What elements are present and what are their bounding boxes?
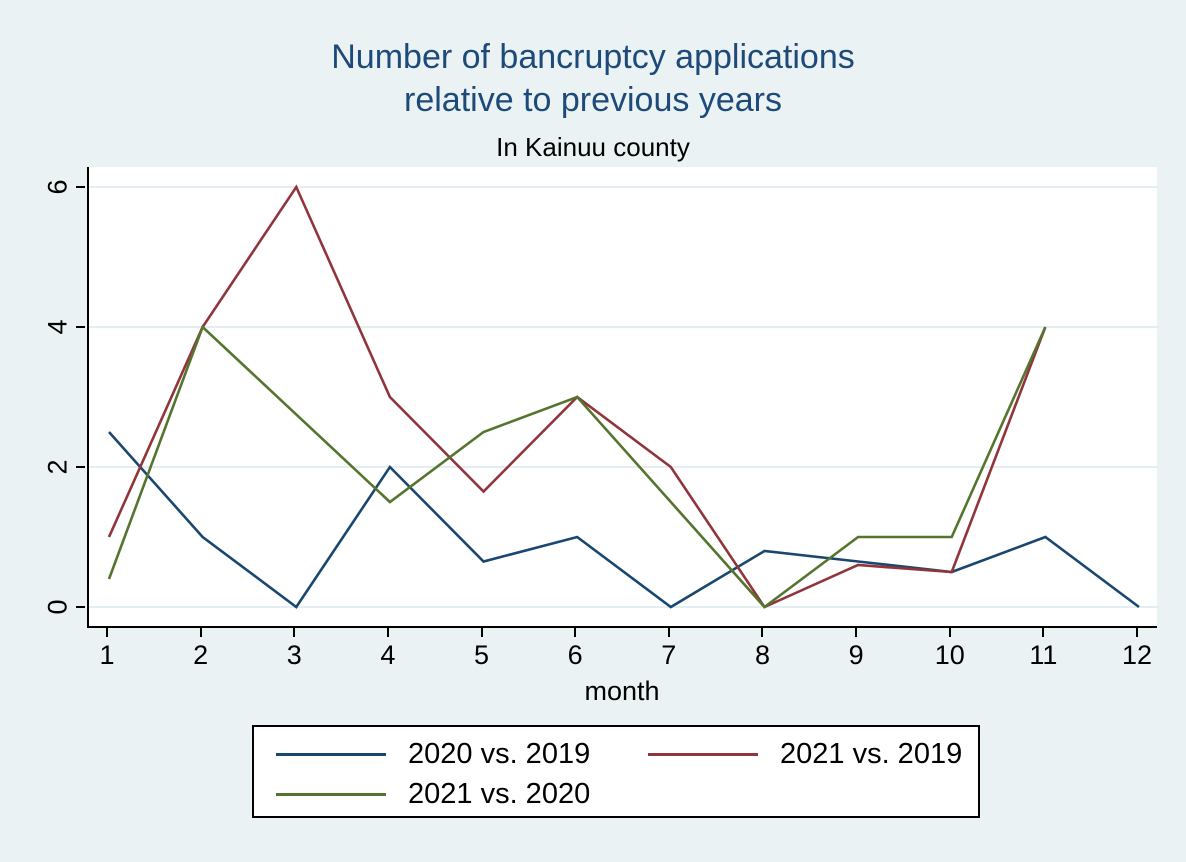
legend-label: 2021 vs. 2020 [408, 777, 591, 810]
legend-label: 2021 vs. 2019 [780, 737, 963, 770]
x-axis-tick [386, 628, 389, 637]
legend-line-swatch-maroon [648, 752, 758, 756]
y-axis-tick [76, 606, 85, 608]
x-axis-tick [761, 628, 764, 637]
x-axis-tick [667, 628, 670, 637]
chart-subtitle: In Kainuu county [496, 132, 690, 162]
y-axis-tick [76, 466, 85, 468]
x-axis-title: month [584, 676, 660, 706]
plot-area [87, 167, 1159, 628]
legend: 2020 vs. 2019 2021 vs. 2019 2021 vs. 202… [252, 725, 980, 818]
x-axis-tick [293, 628, 296, 637]
x-tick-label: 1 [99, 640, 115, 670]
legend-item-2021-vs-2019: 2021 vs. 2019 [648, 738, 962, 771]
x-axis-tick [480, 628, 483, 637]
series-line-2020-vs-2019 [108, 431, 1140, 609]
y-axis-tick [76, 326, 85, 328]
legend-row: 2020 vs. 2019 2021 vs. 2019 [276, 734, 978, 774]
x-tick-label: 9 [848, 640, 864, 670]
chart-title-line2: relative to previous years [404, 81, 782, 119]
x-tick-label: 12 [1121, 640, 1153, 670]
x-tick-label: 5 [474, 640, 490, 670]
legend-line-swatch-navy [276, 752, 386, 756]
y-tick-label: 4 [42, 319, 73, 335]
x-axis-tick [199, 628, 202, 637]
x-axis-tick [948, 628, 951, 637]
x-tick-label: 4 [380, 640, 396, 670]
chart-title-line1: Number of bancruptcy applications [331, 38, 855, 76]
x-axis-tick [855, 628, 858, 637]
x-axis-tick [574, 628, 577, 637]
x-tick-label: 2 [193, 640, 209, 670]
x-axis-tick [1136, 628, 1138, 637]
y-tick-label: 2 [42, 459, 73, 475]
x-tick-label: 6 [567, 640, 583, 670]
x-axis-tick [1042, 628, 1045, 637]
x-tick-label: 7 [661, 640, 677, 670]
x-tick-label: 3 [286, 640, 302, 670]
legend-item-2021-vs-2020: 2021 vs. 2020 [276, 778, 648, 811]
chart-canvas [89, 184, 1159, 609]
legend-row: 2021 vs. 2020 [276, 774, 978, 814]
legend-label: 2020 vs. 2019 [408, 737, 591, 770]
chart-title: Number of bancruptcy applications relati… [0, 36, 1186, 122]
legend-item-2020-vs-2019: 2020 vs. 2019 [276, 738, 648, 771]
y-axis-tick [76, 186, 85, 188]
x-axis-tick [106, 628, 108, 637]
x-tick-label: 11 [1029, 640, 1058, 670]
legend-line-swatch-green [276, 792, 386, 796]
y-tick-label: 0 [42, 599, 73, 615]
x-tick-label: 8 [754, 640, 770, 670]
y-tick-label: 6 [42, 179, 73, 195]
x-tick-label: 10 [934, 640, 965, 670]
series-line-2021-vs-2020 [107, 324, 1047, 609]
